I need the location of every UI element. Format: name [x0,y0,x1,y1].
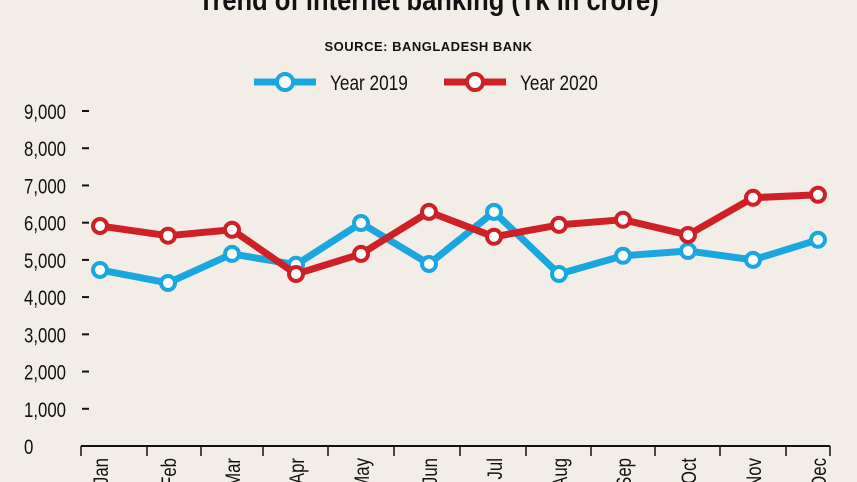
data-point [223,220,241,239]
x-tick-label: Jun [419,458,442,482]
legend-swatch-marker [275,72,295,92]
x-tick-label: Feb [158,458,181,482]
data-point [744,188,762,207]
series-line-2019 [99,208,820,287]
y-tick-label: 2,000 [24,362,66,385]
x-tick-label: May [351,458,374,482]
data-point [420,202,438,221]
data-point [352,214,370,233]
data-point [550,265,568,284]
data-point [287,265,305,284]
data-point [91,217,109,236]
data-point [352,244,370,263]
x-tick-label: Sep [613,458,636,482]
y-tick-label: 6,000 [24,213,66,236]
data-point [485,227,503,246]
data-point [679,241,697,260]
x-tick-label: Oct [678,457,701,482]
x-tick-label: Dec [808,458,831,482]
y-tick-label: 0 [24,436,33,459]
y-tick-label: 9,000 [24,101,66,124]
series-line-2020 [99,191,819,278]
y-tick-label: 7,000 [24,176,66,199]
data-point [223,244,241,263]
y-tick-label: 3,000 [24,325,66,348]
data-point [91,260,109,279]
data-point [614,210,632,229]
y-tick-label: 1,000 [24,399,66,422]
legend-label: Year 2020 [520,73,598,96]
legend-swatch-marker [465,72,485,92]
y-tick-label: 8,000 [24,139,66,162]
data-point [679,225,697,244]
data-point [614,246,632,265]
data-point [159,273,177,292]
y-tick-label: 5,000 [24,250,66,273]
data-point [809,230,827,249]
data-point [744,250,762,269]
chart-title: Trend of internet banking (Tk in crore) [198,0,659,17]
data-point [159,226,177,245]
x-tick-label: Apr [286,457,309,482]
data-point [550,215,568,234]
data-point [809,185,827,204]
x-tick-label: Jan [90,458,113,482]
legend-label: Year 2019 [330,73,408,96]
x-tick-label: Aug [549,458,572,482]
x-tick-label: Nov [743,458,766,482]
x-tick-label: Jul [484,458,507,479]
data-point [420,254,438,273]
chart-subtitle: SOURCE: BANGLADESH BANK [324,39,533,54]
x-tick-label: Mar [222,457,245,482]
y-tick-label: 4,000 [24,287,66,310]
data-point [485,202,503,221]
